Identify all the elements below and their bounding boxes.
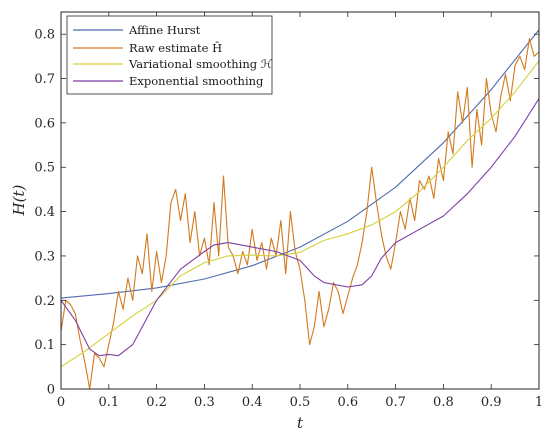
- y-axis-label: H(t): [10, 184, 28, 216]
- legend-label: Variational smoothing ℋ: [128, 57, 273, 71]
- series-line-2: [61, 60, 539, 368]
- y-tick-label: 0.8: [34, 28, 55, 43]
- series-line-0: [61, 29, 539, 299]
- y-tick-label: 0.2: [34, 294, 55, 309]
- y-tick-label: 0: [47, 383, 55, 398]
- x-tick-label: 0: [57, 395, 65, 410]
- legend-entry-raw-estimate: Raw estimate Ĥ: [73, 41, 222, 55]
- legend-label: Exponential smoothing: [129, 74, 264, 88]
- series-layer: [61, 29, 539, 389]
- series-line-1: [61, 38, 539, 389]
- legend-label: Affine Hurst: [128, 23, 201, 37]
- x-tick-label: 0.8: [433, 395, 454, 410]
- series-line-3: [61, 98, 539, 357]
- x-tick-label: 0.6: [337, 395, 358, 410]
- y-tick-label: 0.7: [34, 72, 55, 87]
- legend-entry-affine-hurst: Affine Hurst: [73, 23, 201, 37]
- y-tick-label: 0.4: [34, 205, 55, 220]
- x-axis-label: t: [297, 414, 304, 432]
- x-tick-label: 0.4: [242, 395, 263, 410]
- legend-entry-variational-smoothing: Variational smoothing ℋ: [73, 57, 273, 71]
- legend: Affine Hurst Raw estimate Ĥ Variational …: [66, 15, 273, 95]
- x-tick-label: 1: [535, 395, 543, 410]
- y-tick-label: 0.6: [34, 116, 55, 131]
- y-tick-label: 0.3: [34, 249, 55, 264]
- y-tick-label: 0.5: [34, 161, 55, 176]
- x-tick-label: 0.7: [385, 395, 406, 410]
- x-tick-label: 0.9: [481, 395, 502, 410]
- y-tick-label: 0.1: [34, 338, 55, 353]
- x-tick-label: 0.3: [194, 395, 215, 410]
- x-tick-label: 0.2: [146, 395, 167, 410]
- x-tick-label: 0.1: [98, 395, 119, 410]
- ticks-layer: 0 0.1 0.2 0.3 0.4 0.5 0.6 0.7 0.8 0.9 1 0 0.1 0.2 0.3 0…: [34, 12, 543, 410]
- legend-entry-exponential-smoothing: Exponential smoothing: [73, 74, 264, 88]
- legend-label: Raw estimate Ĥ: [129, 41, 222, 55]
- x-tick-label: 0.5: [290, 395, 311, 410]
